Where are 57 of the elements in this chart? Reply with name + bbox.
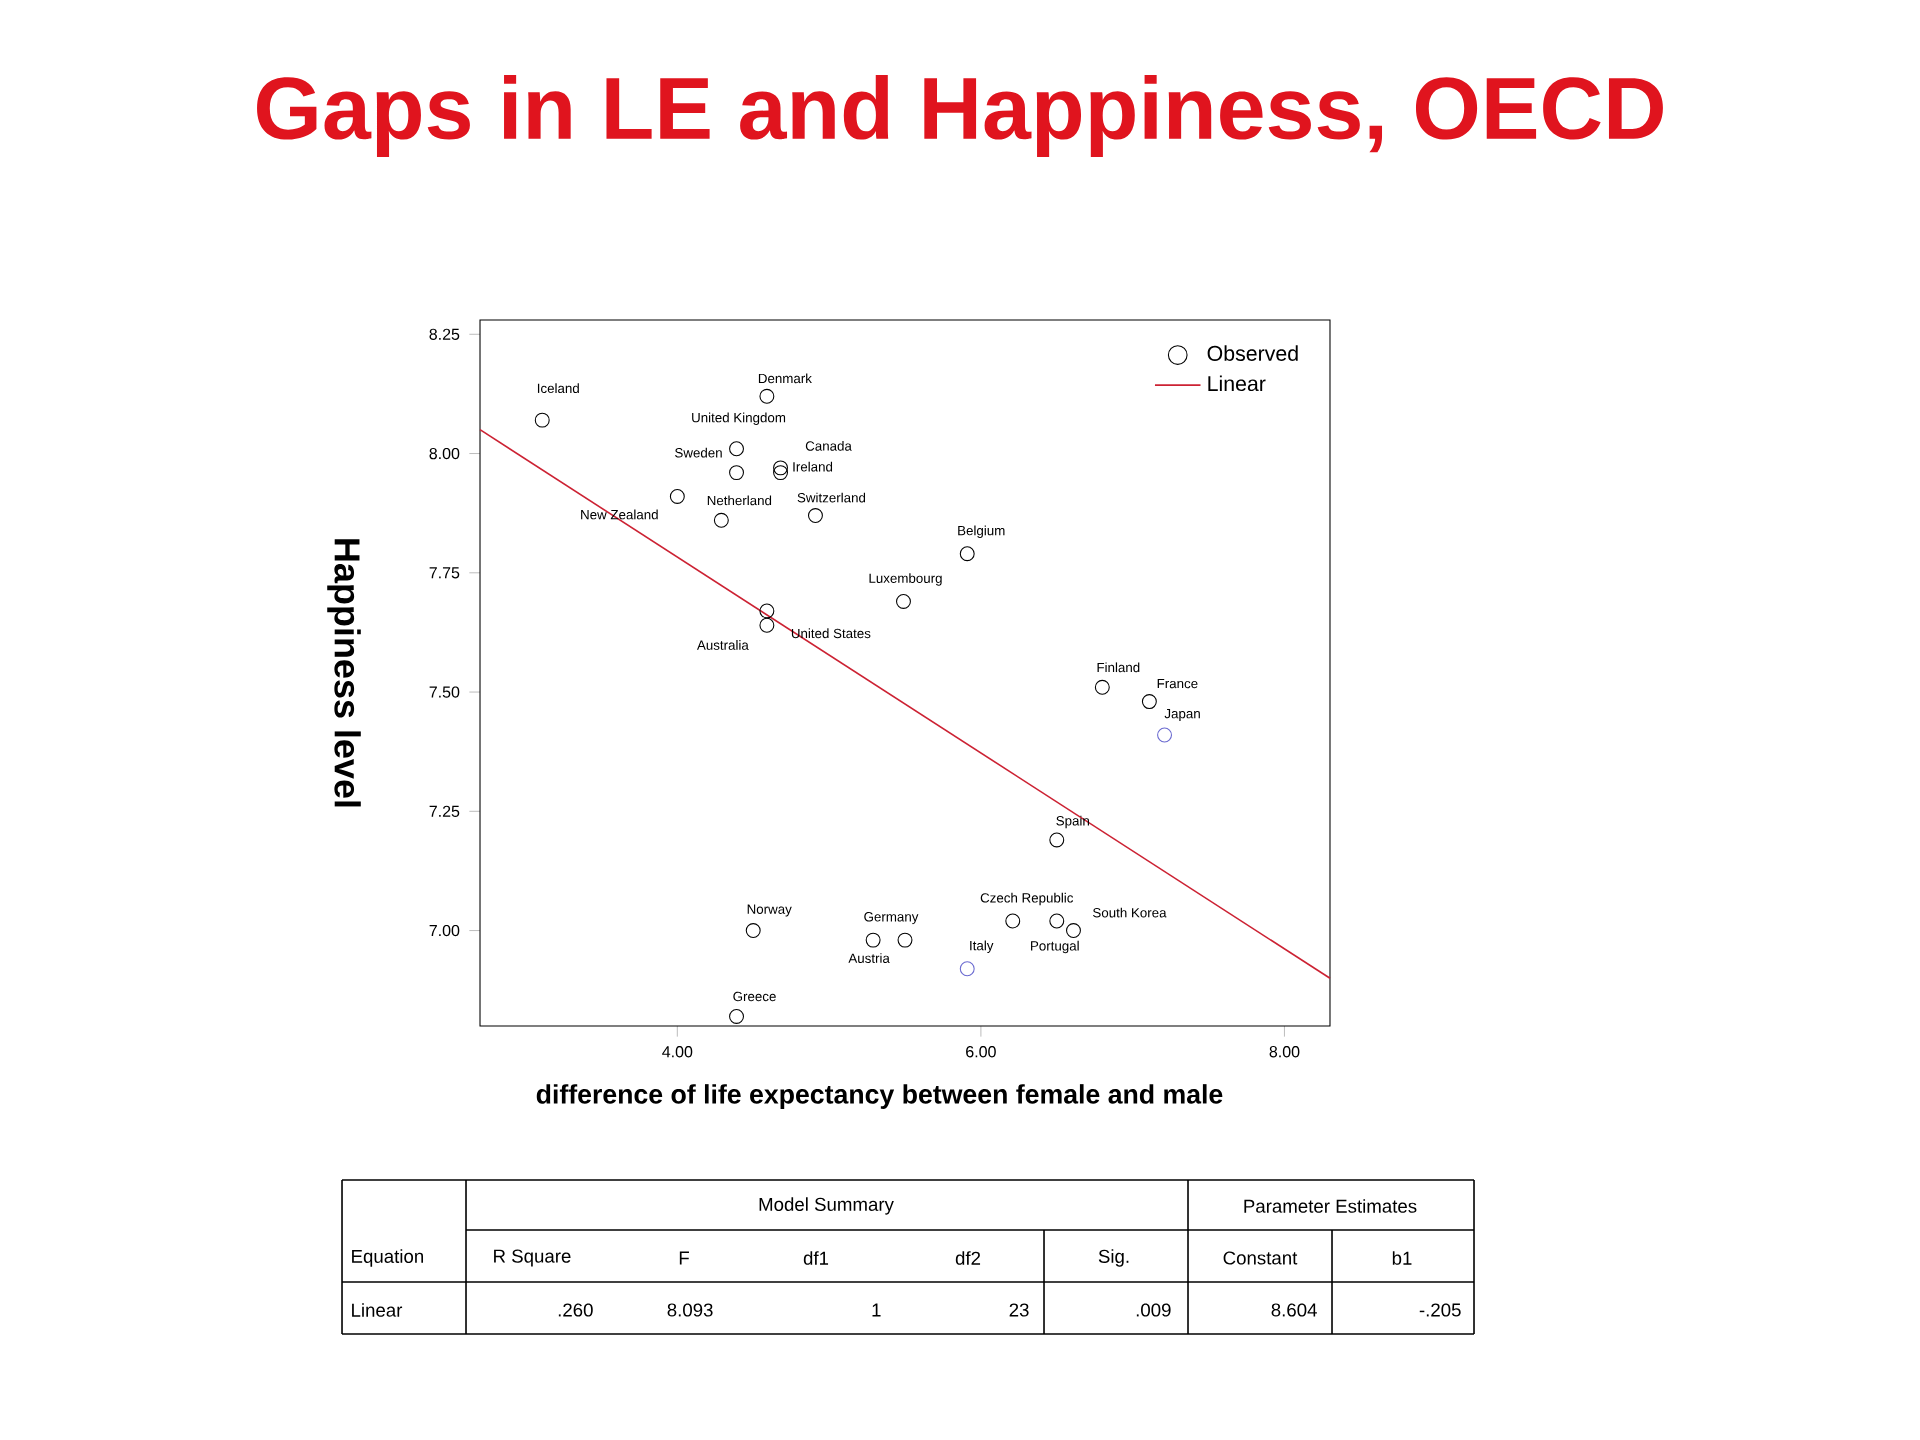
point	[713, 512, 729, 528]
text: Equation	[352, 1249, 424, 1267]
text: Sig.	[1098, 1249, 1129, 1267]
point	[1094, 679, 1110, 695]
point	[1157, 727, 1173, 743]
text: Constant	[1223, 1251, 1298, 1265]
text: Linear	[352, 1303, 403, 1317]
text: Model Summary	[759, 1197, 894, 1215]
x-tick-label: 4.00	[662, 1046, 693, 1058]
y-tick-label: 7.50	[429, 686, 460, 698]
point	[729, 1008, 744, 1024]
point	[759, 603, 775, 619]
point	[759, 617, 775, 633]
point	[865, 932, 881, 948]
point	[897, 932, 913, 948]
point	[669, 489, 685, 504]
y-tick-label: 7.00	[429, 924, 460, 937]
legend-label: Observed	[1207, 345, 1298, 361]
text: -.205	[1419, 1303, 1461, 1317]
point	[959, 546, 975, 562]
point	[1005, 913, 1021, 929]
point	[1049, 832, 1065, 848]
text: 1	[872, 1303, 881, 1317]
point	[759, 388, 775, 404]
point	[1141, 694, 1157, 710]
point	[773, 465, 789, 481]
y-tick-label: 7.25	[429, 805, 460, 817]
point	[1066, 923, 1081, 939]
text: 8.604	[1271, 1303, 1317, 1317]
y-tick-label: 7.75	[429, 567, 460, 579]
point	[959, 961, 975, 977]
text: df2	[955, 1251, 981, 1265]
chart-title: Gaps in LE and Happiness, OECD	[257, 74, 1663, 157]
y-tick-label: 8.00	[429, 447, 460, 460]
x-tick-label: 8.00	[1269, 1046, 1300, 1058]
y-axis-title: Happiness level	[327, 539, 361, 807]
legend-label: Linear	[1208, 375, 1266, 392]
text: Parameter Estimates	[1244, 1199, 1417, 1213]
text: F	[679, 1251, 689, 1265]
text: .260	[558, 1303, 593, 1317]
x-tick-label: 6.00	[966, 1046, 996, 1058]
y-tick-label: 8.25	[429, 328, 460, 340]
point	[896, 593, 911, 609]
text: df1	[803, 1251, 829, 1265]
point	[534, 412, 550, 428]
point	[745, 923, 761, 939]
text: 8.093	[667, 1303, 713, 1317]
point	[729, 441, 744, 457]
text: b1	[1392, 1251, 1412, 1265]
point	[729, 465, 744, 481]
x-axis-title: difference of life expectancy between female and male	[536, 1084, 1223, 1109]
text: .009	[1136, 1303, 1171, 1317]
text: 23	[1009, 1303, 1029, 1317]
point	[773, 460, 789, 476]
text: R Square	[494, 1249, 571, 1267]
point	[807, 508, 823, 524]
point	[1049, 913, 1065, 929]
